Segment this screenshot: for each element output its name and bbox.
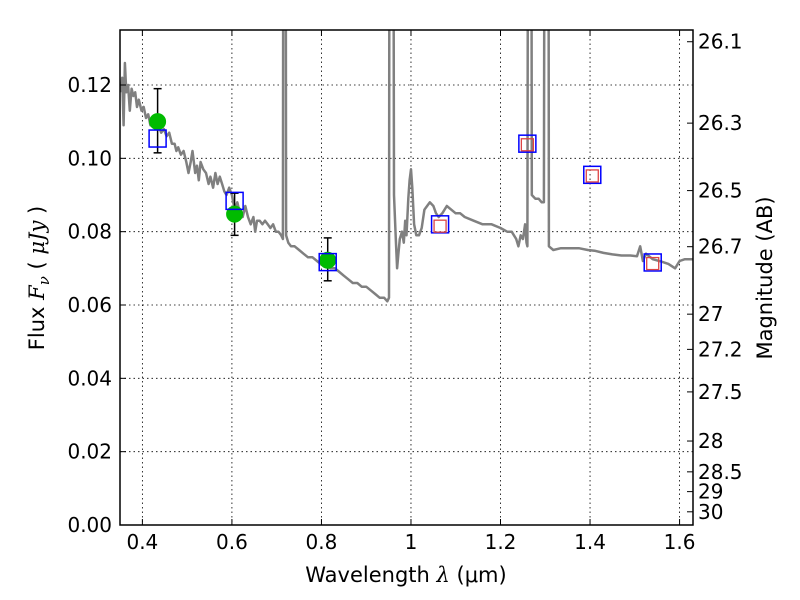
x-tick-label: 0.6	[216, 530, 248, 554]
model-flux-square	[225, 191, 244, 211]
y-axis-label: Flux Fν ( μJy )	[25, 206, 53, 350]
axis-ticks	[120, 30, 693, 526]
spectrum-line	[120, 30, 693, 303]
model-flux-square	[643, 253, 662, 272]
y2-axis-label: Magnitude (AB)	[753, 196, 777, 359]
model-flux-square	[583, 165, 602, 185]
y2-tick-label: 26.5	[698, 179, 743, 203]
y2-tick-label: 26.3	[698, 111, 743, 135]
model-flux-square	[518, 134, 537, 153]
model-flux-square	[148, 129, 167, 148]
upper-limit-square	[433, 219, 447, 233]
y-tick-label: 0.10	[67, 146, 112, 170]
y-tick-label: 0.00	[67, 513, 112, 537]
y-tick-label: 0.08	[67, 220, 112, 244]
y2-tick-label: 28.5	[698, 460, 743, 484]
plot-frame	[119, 29, 694, 526]
y-tick-label: 0.04	[67, 366, 112, 390]
y2-tick-label: 29	[698, 480, 723, 504]
x-tick-label: 1.2	[485, 530, 517, 554]
tick-labels: 0.4 0.6 0.8 1 1.2 1.4 1.6 0.00 0.02 0.04 0.06 0.08 0…	[67, 30, 742, 554]
plot-area	[120, 30, 693, 525]
y-tick-label: 0.06	[67, 293, 112, 317]
observed-flux-point	[226, 205, 244, 223]
y2-tick-label: 27.2	[698, 337, 743, 361]
x-tick-label: 0.4	[126, 530, 158, 554]
model-flux-square	[318, 252, 337, 272]
y2-tick-label: 26.7	[698, 235, 743, 259]
plot-content	[120, 30, 693, 303]
y2-tick-label: 26.1	[698, 30, 743, 54]
upper-limit-square	[520, 138, 535, 152]
x-tick-label: 1.6	[664, 530, 696, 554]
x-tick-label: 1	[405, 530, 418, 554]
x-axis-label: Wavelength λ (μm)	[305, 563, 506, 587]
y2-tick-label: 28	[698, 429, 723, 453]
y2-tick-label: 27.5	[698, 380, 743, 404]
y2-tick-label: 30	[698, 500, 723, 524]
observed-flux-point	[149, 113, 167, 131]
upper-limit-square	[646, 256, 660, 271]
model-flux-square	[430, 215, 450, 234]
y-tick-label: 0.12	[67, 73, 112, 97]
x-tick-label: 1.4	[574, 530, 606, 554]
y-tick-label: 0.02	[67, 440, 112, 464]
observed-flux-point	[319, 251, 337, 269]
y2-tick-label: 27	[698, 302, 723, 326]
x-tick-label: 0.8	[306, 530, 338, 554]
upper-limit-square	[585, 169, 599, 183]
